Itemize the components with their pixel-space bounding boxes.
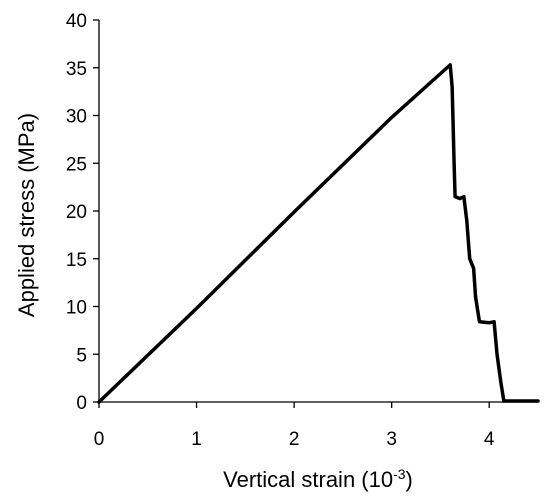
y-tick-label: 30	[66, 107, 87, 128]
y-tick-label: 15	[66, 250, 87, 271]
x-axis-title-end: )	[406, 467, 413, 492]
stress-strain-line	[97, 63, 540, 404]
x-tick-label: 0	[94, 429, 105, 450]
y-tick-label: 40	[66, 11, 87, 32]
y-tick-label: 25	[66, 154, 87, 175]
y-tick-label: 20	[66, 202, 87, 223]
x-tick-label: 2	[289, 429, 300, 450]
y-tick-label: 0	[76, 393, 87, 414]
y-tick-label: 5	[76, 345, 87, 366]
x-tick-label: 4	[484, 429, 495, 450]
x-axis-title: Vertical strain (10-3)	[223, 466, 413, 492]
y-axis-title: Applied stress (MPa)	[14, 113, 39, 317]
y-tick-label: 10	[66, 298, 87, 319]
x-tick-label: 3	[386, 429, 397, 450]
x-tick-label: 1	[191, 429, 202, 450]
plot-area	[97, 63, 540, 404]
y-tick-label: 35	[66, 59, 87, 80]
x-axis: 0 1 2 3 4	[94, 401, 538, 450]
y-axis: 0 5 10 15 20 25 30 35 40	[66, 11, 100, 414]
x-axis-title-main: Vertical strain (10	[223, 467, 393, 492]
x-axis-title-exponent: -3	[393, 466, 406, 482]
